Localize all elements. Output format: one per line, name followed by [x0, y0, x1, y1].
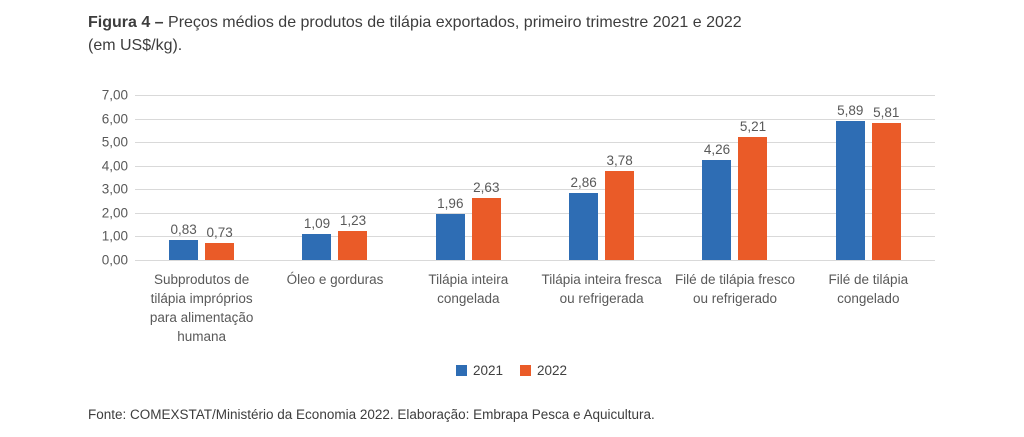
- x-axis-labels: Subprodutos de tilápia impróprios para a…: [135, 270, 935, 346]
- category-label: Subprodutos de tilápia impróprios para a…: [149, 272, 254, 344]
- gridline: [135, 213, 935, 214]
- gridline: [135, 142, 935, 143]
- y-axis: 7,00 6,00 5,00 4,00 3,00 2,00 1,00 0,00: [88, 88, 128, 268]
- data-label: 3,78: [606, 152, 633, 168]
- figure-title-line1: Figura 4 – Preços médios de produtos de …: [88, 11, 918, 34]
- data-label: 5,21: [739, 119, 767, 135]
- gridline: [135, 166, 935, 167]
- bar-2022: 2,63: [471, 180, 501, 260]
- bar-chart: 7,00 6,00 5,00 4,00 3,00 2,00 1,00 0,00 0,83 0,7…: [88, 88, 935, 395]
- figure-title-text: Preços médios de produtos de tilápia exp…: [163, 14, 742, 31]
- data-label: 2,63: [473, 180, 500, 196]
- source-note: Fonte: COMEXSTAT/Ministério da Economia …: [88, 407, 655, 422]
- bar-2021: 1,09: [302, 216, 332, 260]
- figure-title: Figura 4 – Preços médios de produtos de …: [88, 11, 918, 57]
- gridline: [135, 189, 935, 190]
- data-label: 5,81: [873, 105, 900, 121]
- category-group: 2,86 3,78: [535, 95, 668, 260]
- data-label: 4,26: [703, 141, 731, 157]
- legend-item-2021: 2021: [455, 363, 503, 378]
- y-tick-label: 1,00: [101, 228, 128, 244]
- category-label: Filé de tilápia congelado: [828, 272, 909, 306]
- bar-2021: 4,26: [702, 142, 732, 260]
- gridline: [135, 260, 935, 261]
- y-tick-label: 7,00: [101, 87, 128, 103]
- legend: 2021 2022: [88, 363, 935, 378]
- bar-2022: 3,78: [605, 153, 635, 260]
- bar-2022: 1,23: [338, 213, 368, 260]
- category-label: Tilápia inteira congelada: [428, 272, 509, 306]
- bar-2021: 2,86: [569, 175, 599, 260]
- gridline: [135, 236, 935, 237]
- data-label: 0,83: [170, 222, 197, 238]
- legend-swatch-icon: [520, 365, 531, 376]
- bars-layer: 0,83 0,73 1,09 1,23 1,96 2,63 2,86 3,78 4,26 5,21…: [135, 95, 935, 260]
- y-tick-label: 5,00: [101, 134, 128, 150]
- legend-swatch-icon: [455, 365, 467, 376]
- category-group: 1,09 1,23: [268, 95, 401, 260]
- category-label: Tilápia inteira fresca ou refrigerada: [541, 272, 662, 306]
- category-group: 4,26 5,21: [668, 95, 801, 260]
- data-label: 5,89: [837, 103, 864, 119]
- data-label: 2,86: [570, 174, 597, 190]
- legend-item-2022: 2022: [520, 363, 567, 378]
- data-label: 0,73: [206, 224, 233, 240]
- bar-2021: 5,89: [835, 103, 865, 260]
- bar-2022: 5,81: [871, 105, 901, 260]
- y-tick-label: 3,00: [101, 181, 128, 197]
- y-tick-label: 0,00: [101, 252, 128, 268]
- legend-label: 2021: [472, 363, 503, 378]
- y-tick-label: 4,00: [101, 158, 128, 174]
- category-group: 0,83 0,73: [135, 95, 268, 260]
- figure-title-line2: (em US$/kg).: [88, 37, 183, 54]
- y-tick-label: 6,00: [101, 111, 128, 127]
- data-label: 1,23: [339, 213, 367, 229]
- data-label: 1,96: [437, 195, 464, 211]
- gridline: [135, 119, 935, 120]
- category-label: Óleo e gorduras: [286, 272, 384, 287]
- data-label: 1,09: [303, 216, 331, 232]
- plot-area: 0,83 0,73 1,09 1,23 1,96 2,63 2,86 3,78 4,26 5,21…: [135, 95, 935, 261]
- bar-2021: 0,83: [169, 222, 199, 260]
- category-label: Filé de tilápia fresco ou refrigerado: [674, 272, 795, 306]
- bar-2022: 5,21: [738, 119, 768, 260]
- legend-label: 2022: [537, 363, 568, 378]
- bar-2022: 0,73: [205, 225, 235, 260]
- category-group: 5,89 5,81: [802, 95, 935, 260]
- figure-number: Figura 4 –: [88, 14, 164, 31]
- gridline: [135, 95, 935, 96]
- category-group: 1,96 2,63: [402, 95, 535, 260]
- bar-2021: 1,96: [435, 196, 465, 260]
- y-tick-label: 2,00: [101, 205, 128, 221]
